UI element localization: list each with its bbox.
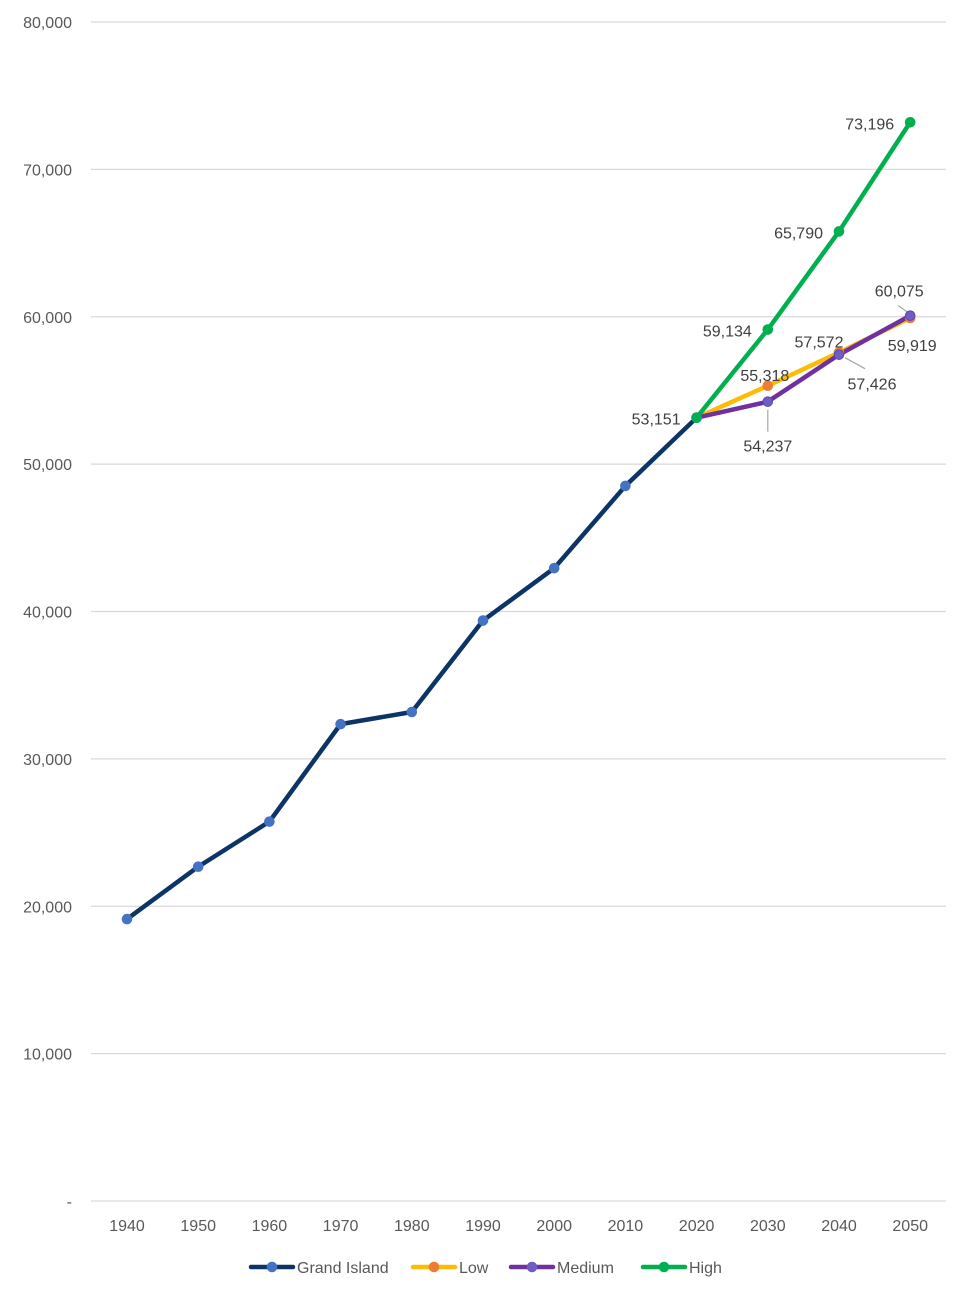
legend-label-grand-island: Grand Island <box>297 1260 389 1277</box>
y-tick-label: 40,000 <box>23 605 72 622</box>
y-tick-label: 10,000 <box>23 1047 72 1064</box>
legend-swatch-marker <box>266 1261 278 1273</box>
data-label-low: 55,318 <box>740 368 789 385</box>
legend-swatch-marker <box>526 1261 538 1273</box>
label-leader-line <box>844 357 866 370</box>
legend-label-low: Low <box>459 1260 489 1277</box>
label-leader-lines <box>767 305 909 432</box>
data-point-grand-island <box>192 861 204 873</box>
data-point-grand-island <box>335 718 346 730</box>
legend: Grand Island Low Medium High <box>248 1260 722 1277</box>
data-point-grand-island <box>264 816 275 827</box>
series-line-grand-island <box>124 415 699 922</box>
data-label-high: 53,151 <box>632 412 681 429</box>
series-line-high <box>694 120 913 420</box>
y-tick-label: 20,000 <box>23 899 72 916</box>
x-tick-label: 2000 <box>536 1218 572 1235</box>
grid-lines <box>91 21 946 1202</box>
x-tick-label: 2030 <box>750 1218 786 1235</box>
data-label-high: 65,790 <box>774 225 823 242</box>
data-label-low: 59,919 <box>888 338 937 355</box>
legend-label-medium: Medium <box>557 1260 614 1277</box>
y-tick-label: 70,000 <box>23 162 72 179</box>
data-point-grand-island <box>620 480 631 492</box>
x-tick-label: 2050 <box>892 1218 928 1235</box>
x-tick-label: 1950 <box>180 1218 216 1235</box>
y-axis-ticks: - 10,000 20,000 30,000 40,000 50,000 60,000 70,… <box>23 15 72 1211</box>
legend-swatch-marker <box>658 1261 670 1273</box>
data-label-high: 59,134 <box>703 324 752 341</box>
y-tick-label: 80,000 <box>23 15 72 32</box>
x-axis-ticks: 1940 1950 1960 1970 1980 1990 2000 2010 2020 2030… <box>109 1218 928 1235</box>
data-point-grand-island <box>477 615 489 626</box>
data-point-grand-island <box>121 913 133 925</box>
data-point-grand-island <box>406 706 418 718</box>
x-tick-label: 1960 <box>252 1218 288 1235</box>
data-point-medium <box>833 349 845 360</box>
x-tick-label: 1970 <box>323 1218 359 1235</box>
data-label-high: 73,196 <box>845 116 894 133</box>
x-tick-label: 2020 <box>679 1218 715 1235</box>
data-point-high <box>833 226 845 237</box>
x-tick-label: 2010 <box>608 1218 644 1235</box>
series-markers <box>121 116 916 925</box>
data-labels: 55,318 57,572 59,919 54,237 57,426 60,075 53,1… <box>632 116 937 455</box>
data-label-medium: 54,237 <box>743 439 792 456</box>
data-point-grand-island <box>548 562 560 574</box>
x-tick-label: 1940 <box>109 1218 145 1235</box>
legend-label-high: High <box>689 1260 722 1277</box>
data-point-high <box>691 412 702 423</box>
y-tick-label: 30,000 <box>23 752 72 769</box>
data-label-medium: 60,075 <box>875 284 924 301</box>
y-tick-label: 50,000 <box>23 457 72 474</box>
legend-swatch-marker <box>428 1261 440 1273</box>
series-line-medium <box>694 313 913 420</box>
x-tick-label: 1980 <box>394 1218 430 1235</box>
data-point-medium <box>762 396 774 407</box>
x-tick-label: 1990 <box>465 1218 501 1235</box>
x-tick-label: 2040 <box>821 1218 857 1235</box>
y-tick-label: 60,000 <box>23 310 72 327</box>
label-leader-line <box>897 305 909 314</box>
data-point-high <box>904 116 916 128</box>
data-point-medium <box>904 310 916 321</box>
data-label-low: 57,572 <box>795 335 844 352</box>
data-label-medium: 57,426 <box>848 377 897 394</box>
data-point-low <box>762 380 774 392</box>
data-point-high <box>762 324 774 335</box>
y-tick-label: - <box>67 1194 72 1211</box>
